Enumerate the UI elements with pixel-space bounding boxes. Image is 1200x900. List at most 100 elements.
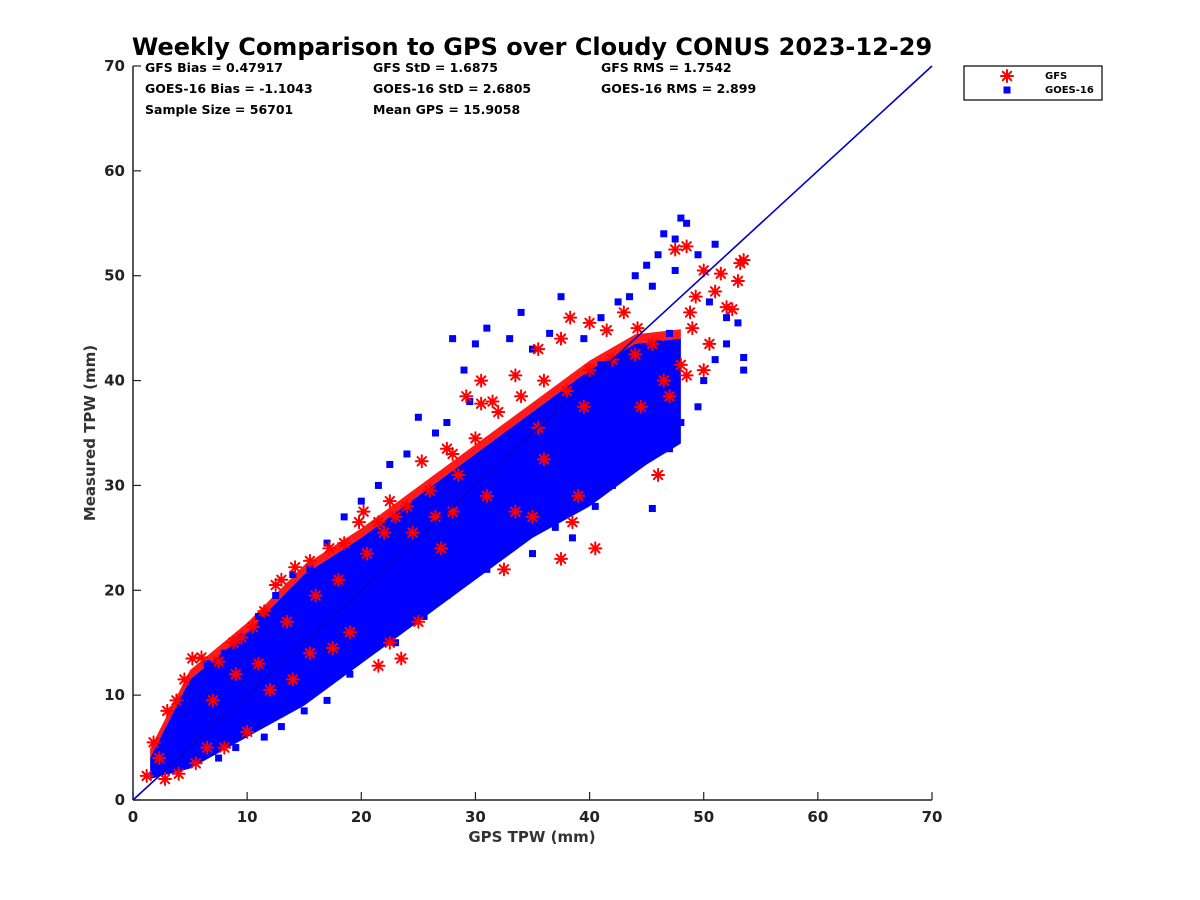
goes16-point (272, 649, 280, 657)
goes16-point (277, 723, 285, 731)
goes16-point (529, 550, 536, 558)
goes16-point (175, 712, 183, 720)
goes16-point (209, 733, 217, 741)
goes16-point (551, 523, 559, 531)
gfs-point (240, 724, 255, 739)
goes16-point (369, 644, 377, 652)
gfs-point (160, 703, 175, 718)
goes16-point (483, 324, 491, 332)
goes16-point (631, 460, 639, 468)
gfs-point (656, 373, 671, 388)
goes16-point (414, 413, 422, 421)
gfs-point (708, 284, 723, 299)
stat-label: Sample Size = 56701 (145, 102, 293, 117)
gfs-point (563, 310, 578, 325)
stat-label: Mean GPS = 15.9058 (373, 102, 520, 117)
goes16-point (711, 356, 719, 364)
goes16-point (260, 733, 268, 741)
goes16-point (186, 749, 194, 757)
gfs-point (359, 546, 374, 561)
goes16-point (483, 565, 491, 573)
goes16-point (215, 754, 223, 762)
goes16-point (374, 481, 382, 489)
goes16-point (220, 717, 228, 725)
goes16-point (226, 696, 234, 704)
goes16-point (677, 214, 685, 222)
goes16-point (312, 639, 320, 647)
gfs-point (157, 772, 172, 787)
gfs-point (331, 572, 346, 587)
x-tick-label: 20 (351, 808, 372, 826)
goes16-point (648, 282, 656, 290)
gfs-point (508, 504, 523, 519)
goes16-cloud-core (150, 338, 681, 780)
gfs-point (257, 604, 272, 619)
goes16-point (197, 723, 205, 731)
gfs-point (588, 541, 603, 556)
y-tick-label: 10 (104, 686, 125, 704)
x-tick-label: 40 (579, 808, 600, 826)
legend-gfs-label: GFS (1045, 71, 1067, 82)
gfs-point (668, 242, 683, 257)
goes16-point (705, 298, 713, 306)
gfs-point (651, 467, 666, 482)
gfs-point (702, 336, 717, 351)
goes16-point (186, 686, 194, 694)
goes16-point (460, 366, 468, 374)
goes16-point (723, 340, 731, 348)
y-tick-label: 30 (104, 476, 125, 494)
gfs-point (205, 693, 220, 708)
gfs-point (388, 509, 403, 524)
gfs-point (733, 256, 748, 271)
goes16-point (568, 534, 576, 542)
stat-label: GFS StD = 1.6875 (373, 60, 498, 75)
stat-label: GFS RMS = 1.7542 (601, 60, 732, 75)
gfs-point (352, 515, 367, 530)
one-to-one-line (132, 65, 933, 801)
gfs-point (479, 488, 494, 503)
axes: 0 10 20 30 40 50 60 70 0 10 20 30 40 50 60 70 (104, 57, 942, 826)
gfs-point (371, 658, 386, 673)
gfs-point (262, 682, 277, 697)
chart-title: Weekly Comparison to GPS over Cloudy CON… (132, 33, 932, 61)
gfs-point (688, 289, 703, 304)
goes16-point (574, 382, 582, 390)
goes16-point (289, 660, 297, 668)
gfs-point (474, 373, 489, 388)
y-tick-label: 70 (104, 57, 125, 75)
goes16-point (163, 733, 171, 741)
goes16-point (363, 565, 371, 573)
goes16-point (648, 504, 656, 512)
stats-block: GFS Bias = 0.47917 GFS StD = 1.6875 GFS RM… (145, 60, 756, 117)
goes16-point (255, 613, 263, 620)
goes16-point (494, 481, 502, 489)
gfs-point (679, 368, 694, 383)
x-tick-label: 0 (128, 808, 138, 826)
gfs-point (285, 672, 300, 687)
goes16-point (277, 670, 285, 678)
goes16-point (420, 613, 428, 620)
goes16-point (517, 460, 525, 468)
gfs-point (662, 389, 677, 404)
gfs-point (382, 494, 397, 509)
goes16-point (340, 586, 348, 594)
stat-label: GOES-16 Bias = -1.1043 (145, 81, 313, 96)
goes16-point (540, 439, 548, 447)
goes16-point (317, 607, 325, 615)
gfs-point (531, 342, 546, 357)
gfs-point (251, 656, 266, 671)
x-tick-label: 70 (922, 808, 943, 826)
plot-points (139, 214, 751, 787)
gfs-point (411, 614, 426, 629)
goes16-point (403, 450, 411, 458)
goes16-point (517, 308, 525, 316)
goes16-point (403, 560, 411, 568)
gfs-point (322, 541, 337, 556)
legend-goes16-label: GOES-16 (1045, 85, 1094, 96)
gfs-point (582, 363, 597, 378)
goes16-point (671, 235, 679, 243)
goes16-point (471, 340, 479, 348)
gfs-point (525, 509, 540, 524)
gfs-point (576, 399, 591, 414)
